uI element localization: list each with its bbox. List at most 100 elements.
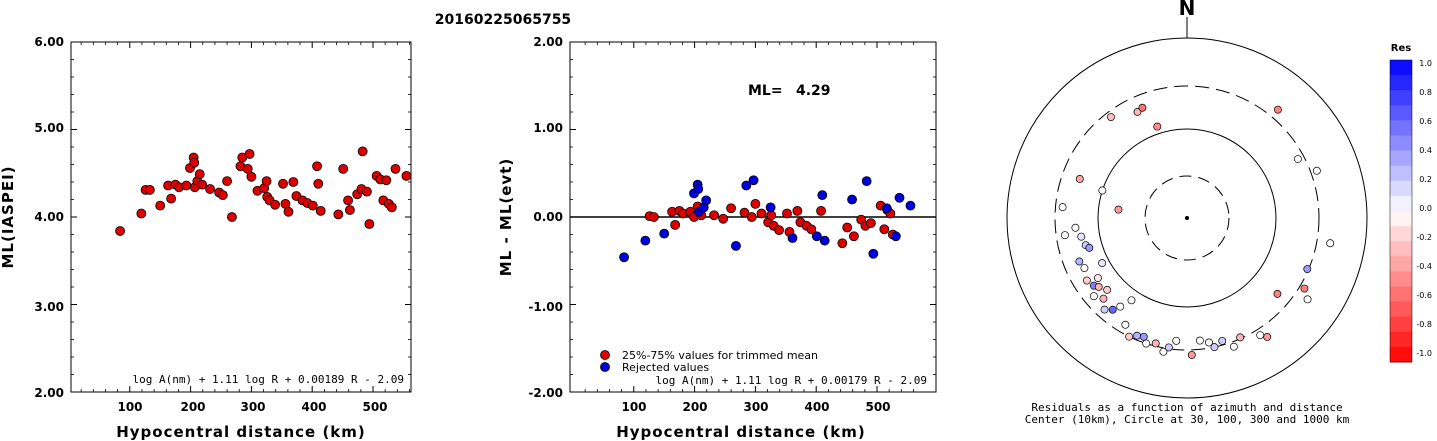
axis-ticks (71, 41, 411, 393)
data-point (381, 175, 392, 186)
station-marker (1075, 257, 1084, 266)
epicenter-marker (1185, 216, 1189, 220)
colorbar-cells (1390, 60, 1412, 363)
colorbar-tick-label: 0.6 (1419, 117, 1432, 126)
ring-300km (1054, 85, 1320, 351)
colorbar-tick-label: 0.8 (1419, 88, 1432, 97)
formula: log A(nm) + 1.11 log R + 0.00189 R - 2.0… (132, 373, 404, 386)
data-point (227, 212, 237, 222)
station-marker (1085, 243, 1094, 252)
data-point (181, 180, 192, 191)
station-marker (1303, 265, 1312, 274)
colorbar-cell (1390, 60, 1412, 76)
colorbar-cell (1390, 75, 1412, 91)
colorbar-tick-labels: 1.0 0.8 0.6 0.4 0.2 0.0 -0.2 -0.4 -0.6 -0.8 -1.0 (1416, 59, 1432, 358)
y-tick-label: 4.00 (34, 210, 64, 224)
north-label: N (1179, 0, 1196, 20)
station-marker (1204, 338, 1213, 347)
data-points (115, 146, 412, 236)
data-point-trimmed (866, 218, 876, 229)
colorbar-cell (1390, 211, 1412, 227)
x-tick-label: 200 (180, 400, 205, 414)
colorbar-cell (1390, 346, 1412, 363)
station-marker (1273, 289, 1282, 298)
station-marker (1300, 284, 1309, 293)
data-point (386, 202, 397, 213)
station-marker (1151, 339, 1160, 348)
station-marker (1058, 203, 1067, 212)
station-marker (1071, 223, 1080, 232)
data-point (242, 163, 253, 174)
data-point (217, 190, 228, 201)
data-point-trimmed (848, 231, 859, 242)
colorbar-tick-label: -0.6 (1416, 291, 1432, 300)
figure-title: 20160225065755 (435, 12, 571, 28)
data-point-trimmed (709, 210, 719, 221)
legend: 25%-75% values for trimmed mean Rejected… (600, 349, 818, 374)
data-point-rejected (765, 202, 776, 213)
x-tick-label: 300 (240, 400, 265, 414)
data-point (144, 184, 155, 195)
data-point-rejected (741, 180, 752, 191)
data-point-trimmed (879, 224, 890, 235)
data-point-trimmed (842, 222, 853, 233)
data-point (390, 163, 401, 174)
data-point (357, 146, 368, 157)
data-point-rejected (811, 231, 822, 242)
data-point-rejected (640, 235, 651, 246)
colorbar-tick-label: 0.2 (1419, 175, 1432, 184)
data-point (270, 199, 281, 210)
colorbar-tick-label: -0.4 (1416, 262, 1432, 271)
formula: log A(nm) + 1.11 log R + 0.00179 R - 2.0… (655, 374, 927, 387)
plot-frame (70, 41, 412, 393)
data-point-rejected (894, 192, 905, 203)
x-tick-label: 300 (743, 400, 768, 414)
ml-label: ML= (748, 83, 783, 99)
station-marker (1293, 155, 1302, 163)
x-tick-label: 400 (301, 400, 326, 414)
station-marker (1159, 347, 1168, 356)
y-tick-label: -1.00 (528, 300, 563, 314)
data-point (283, 206, 294, 217)
panel-residual-vs-distance: 2.00 1.00 0.00 -1.00 -2.00 100 200 300 4… (497, 35, 937, 441)
station-marker (1075, 175, 1084, 183)
data-points (619, 175, 916, 263)
x-tick-label: 400 (804, 400, 829, 414)
colorbar-cell (1390, 90, 1412, 106)
colorbar-cell (1390, 301, 1412, 318)
data-point (343, 195, 353, 206)
station-marker (1236, 333, 1245, 342)
colorbar-title: Res (1391, 43, 1411, 54)
data-point-rejected (890, 231, 901, 242)
data-point-trimmed (816, 205, 826, 216)
x-tick-label: 200 (682, 400, 707, 414)
station-marker (1133, 331, 1141, 340)
y-tick-label: 3.00 (34, 300, 64, 314)
ring-100km (1097, 128, 1277, 308)
station-marker (1195, 336, 1204, 345)
y-tick-label: 2.00 (533, 35, 563, 49)
colorbar-tick-label: 1.0 (1419, 59, 1432, 68)
colorbar-tick-label: -1.0 (1416, 349, 1432, 358)
data-point-trimmed (648, 212, 659, 222)
y-tick-label: 1.00 (533, 121, 563, 135)
data-point-rejected (868, 248, 879, 259)
station-marker (1218, 336, 1227, 345)
x-tick-label: 500 (362, 400, 387, 414)
data-point-rejected (787, 233, 798, 243)
station-marker (1121, 320, 1130, 329)
data-point (338, 163, 349, 174)
data-point-rejected (701, 195, 712, 206)
data-point-rejected (659, 228, 670, 239)
ring-30km (1144, 175, 1230, 261)
data-point-rejected (881, 203, 892, 214)
station-marker (1103, 285, 1112, 294)
station-marker (1142, 339, 1151, 348)
colorbar-tick-label: 0.4 (1419, 146, 1432, 155)
data-point-trimmed (746, 212, 757, 222)
colorbar-cell (1390, 180, 1412, 197)
colorbar-cell (1390, 135, 1412, 152)
y-axis-label: ML(IASPEI) (0, 165, 17, 268)
legend-label-rejected: Rejected values (622, 361, 709, 374)
y-tick-label: 6.00 (34, 35, 64, 49)
